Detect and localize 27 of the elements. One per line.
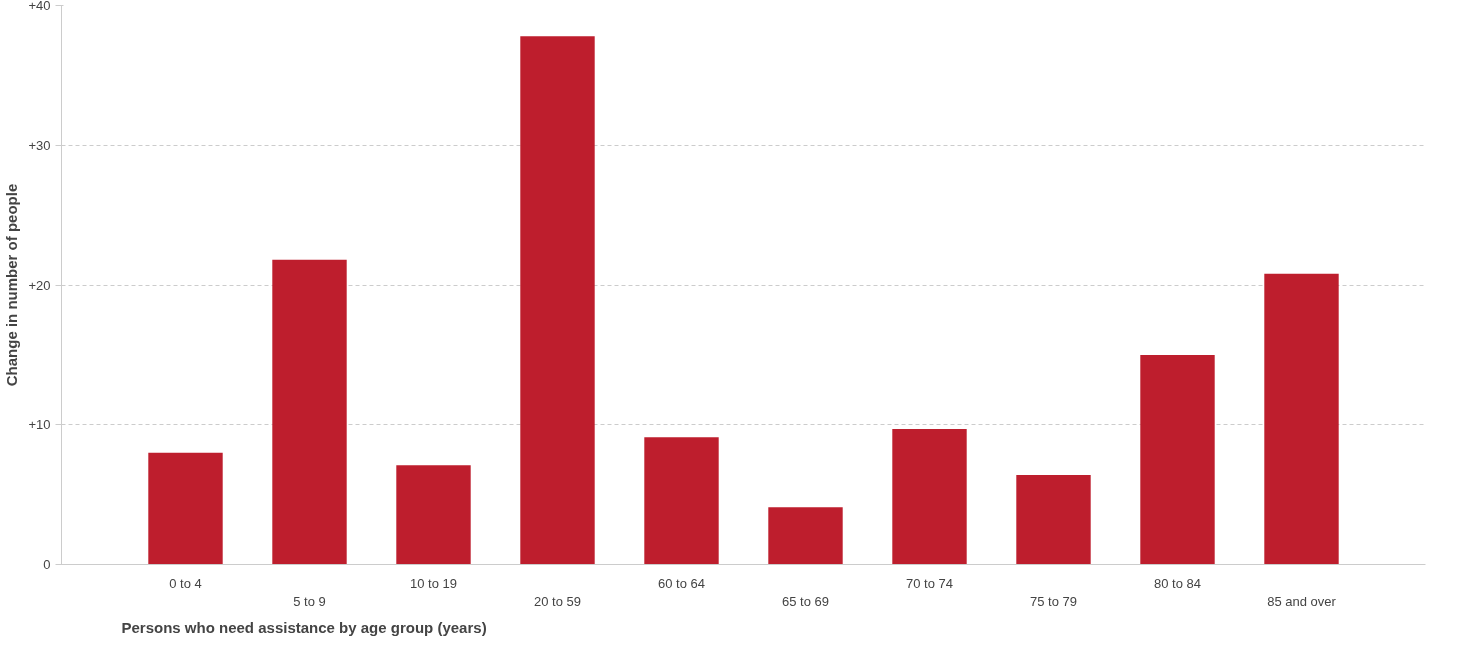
x-tick-label: 75 to 79	[1030, 593, 1078, 609]
y-tick-label: +30	[28, 137, 51, 153]
y-axis-title: Change in number of people	[3, 183, 21, 387]
x-axis-title: Persons who need assistance by age group (years)	[121, 618, 487, 636]
bar	[892, 428, 967, 565]
y-tick-label: 0	[43, 557, 51, 572]
bar	[396, 465, 471, 565]
y-tick-label: +20	[28, 277, 51, 293]
x-tick-label: 60 to 64	[658, 575, 706, 591]
x-tick-label: 20 to 59	[534, 593, 582, 609]
bar	[1140, 354, 1215, 565]
x-tick-label: 0 to 4	[169, 575, 202, 591]
bar	[1264, 273, 1339, 565]
bar	[272, 259, 347, 565]
bar	[520, 36, 595, 565]
x-tick-label: 65 to 69	[782, 593, 830, 609]
y-tick-label: +40	[28, 0, 51, 13]
x-tick-label: 5 to 9	[293, 593, 326, 609]
bar	[1016, 475, 1091, 565]
x-tick-label: 85 and over	[1267, 593, 1337, 609]
bar	[644, 437, 719, 565]
y-tick-label: +10	[28, 417, 51, 433]
x-tick-label: 10 to 19	[410, 575, 458, 591]
bar	[148, 452, 223, 565]
x-tick-label: 70 to 74	[906, 575, 954, 591]
bar	[768, 507, 843, 565]
x-tick-label: 80 to 84	[1154, 575, 1202, 591]
